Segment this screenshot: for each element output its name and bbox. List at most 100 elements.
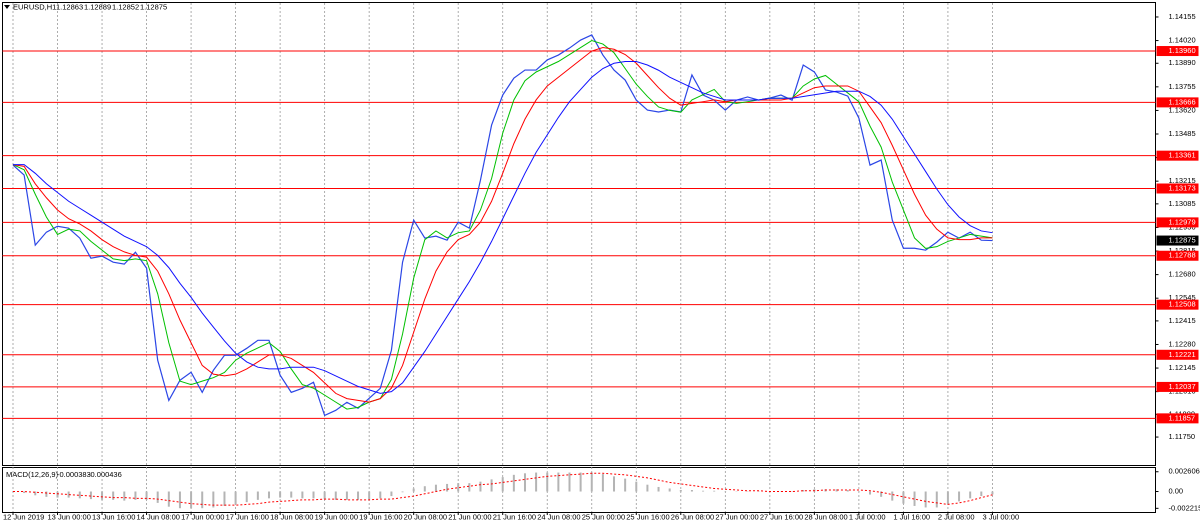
moving-average bbox=[12, 40, 993, 410]
macd-bar bbox=[56, 491, 59, 498]
y-tick-label: 1.12280 bbox=[1169, 339, 1196, 348]
x-tick-label: 20 Jun 08:00 bbox=[404, 512, 447, 521]
macd-bar bbox=[23, 491, 26, 494]
last-price-label: 1.12875 bbox=[1169, 236, 1196, 245]
x-tick-label: 26 Jun 08:00 bbox=[671, 512, 714, 521]
macd-bar bbox=[523, 473, 526, 492]
x-tick-label: 13 Jun 00:00 bbox=[48, 512, 91, 521]
macd-bar bbox=[635, 481, 638, 492]
macd-bar bbox=[223, 491, 226, 506]
x-tick-label: 14 Jun 08:00 bbox=[137, 512, 180, 521]
level-label: 1.12788 bbox=[1169, 251, 1196, 260]
level-label-box bbox=[1156, 46, 1199, 57]
symbol: EURUSD,H1 bbox=[13, 2, 56, 11]
macd-bar bbox=[323, 491, 326, 500]
macd-bar bbox=[802, 490, 805, 492]
macd-bar bbox=[156, 491, 159, 503]
macd-bar bbox=[468, 483, 471, 492]
macd-bar bbox=[535, 472, 538, 492]
moving-average bbox=[12, 47, 993, 403]
main-panel-frame bbox=[2, 2, 1156, 466]
macd-bar bbox=[568, 472, 571, 492]
macd-bar bbox=[357, 491, 360, 500]
y-tick-label: 1.12545 bbox=[1169, 293, 1196, 302]
ohlc-high: 1.12889 bbox=[84, 2, 111, 11]
x-tick-label: 19 Jun 00:00 bbox=[315, 512, 358, 521]
macd-bar bbox=[379, 491, 382, 499]
macd-bar bbox=[713, 490, 716, 492]
macd-bar bbox=[446, 483, 449, 492]
macd-bar bbox=[334, 491, 337, 500]
y-tick-label: 1.13485 bbox=[1169, 129, 1196, 138]
x-tick-label: 27 Jun 16:00 bbox=[760, 512, 803, 521]
level-label-box bbox=[1156, 183, 1199, 194]
y-tick-label: 1.14020 bbox=[1169, 36, 1196, 45]
macd-bar bbox=[490, 479, 493, 492]
ohlc-low: 1.12852 bbox=[112, 2, 139, 11]
macd-bar bbox=[924, 491, 927, 508]
macd-bar bbox=[256, 491, 259, 500]
price-line bbox=[12, 34, 993, 417]
level-label: 1.12508 bbox=[1169, 300, 1196, 309]
macd-bar bbox=[969, 491, 972, 499]
macd-bar bbox=[590, 472, 593, 492]
macd-bar bbox=[679, 490, 682, 492]
macd-bar bbox=[601, 474, 604, 492]
x-tick-label: 1 Jul 00:00 bbox=[849, 512, 886, 521]
macd-bar bbox=[45, 491, 48, 497]
x-tick-label: 1 Jul 16:00 bbox=[893, 512, 930, 521]
y-tick-label: 1.13215 bbox=[1169, 176, 1196, 185]
macd-bar bbox=[702, 490, 705, 492]
y-tick-label: 0.00 bbox=[1169, 487, 1184, 496]
macd-bar bbox=[201, 491, 204, 509]
y-tick-label: 1.13890 bbox=[1169, 58, 1196, 67]
macd-bar bbox=[390, 491, 393, 497]
level-label-box bbox=[1156, 413, 1199, 424]
level-label: 1.12221 bbox=[1169, 350, 1196, 359]
macd-bar bbox=[946, 491, 949, 505]
macd-bar bbox=[846, 490, 849, 492]
y-tick-label: 1.12145 bbox=[1169, 363, 1196, 372]
macd-bar bbox=[190, 491, 193, 509]
macd-bar bbox=[902, 491, 905, 504]
signal-value: -0.000436 bbox=[88, 470, 122, 479]
moving-average bbox=[13, 61, 993, 394]
level-label: 1.13666 bbox=[1169, 97, 1196, 106]
macd-bar bbox=[657, 486, 660, 492]
macd-bar bbox=[145, 491, 148, 500]
x-tick-label: 25 Jun 16:00 bbox=[626, 512, 669, 521]
level-label: 1.13960 bbox=[1169, 46, 1196, 55]
level-label-box bbox=[1156, 299, 1199, 310]
macd-bar bbox=[434, 484, 437, 492]
x-tick-label: 17 Jun 00:00 bbox=[181, 512, 224, 521]
macd-bar bbox=[913, 491, 916, 506]
x-tick-label: 19 Jun 16:00 bbox=[359, 512, 402, 521]
macd-value: -0.000383 bbox=[57, 470, 91, 479]
macd-bar bbox=[279, 491, 282, 498]
macd-bar bbox=[980, 491, 983, 497]
level-label-box bbox=[1156, 217, 1199, 228]
macd-bar bbox=[579, 472, 582, 492]
x-tick-label: 3 Jul 00:00 bbox=[982, 512, 1019, 521]
x-tick-label: 2 Jul 08:00 bbox=[938, 512, 975, 521]
macd-bar bbox=[869, 491, 872, 495]
macd-bar bbox=[301, 491, 304, 499]
macd-bar bbox=[646, 484, 649, 492]
x-tick-label: 21 Jun 00:00 bbox=[448, 512, 491, 521]
menu-arrow[interactable] bbox=[4, 5, 10, 9]
macd-bar bbox=[34, 491, 37, 496]
y-tick-label: 1.13085 bbox=[1169, 199, 1196, 208]
x-tick-label: 12 Jun 2019 bbox=[3, 512, 44, 521]
level-label: 1.13361 bbox=[1169, 151, 1196, 160]
x-tick-label: 25 Jun 00:00 bbox=[582, 512, 625, 521]
level-label-box bbox=[1156, 250, 1199, 261]
macd-bar bbox=[668, 488, 671, 492]
macd-bar bbox=[935, 491, 938, 508]
x-tick-label: 21 Jun 16:00 bbox=[493, 512, 536, 521]
macd-bar bbox=[613, 476, 616, 492]
macd-bar bbox=[67, 491, 70, 498]
macd-bar bbox=[546, 472, 549, 492]
macd-bar bbox=[345, 491, 348, 500]
